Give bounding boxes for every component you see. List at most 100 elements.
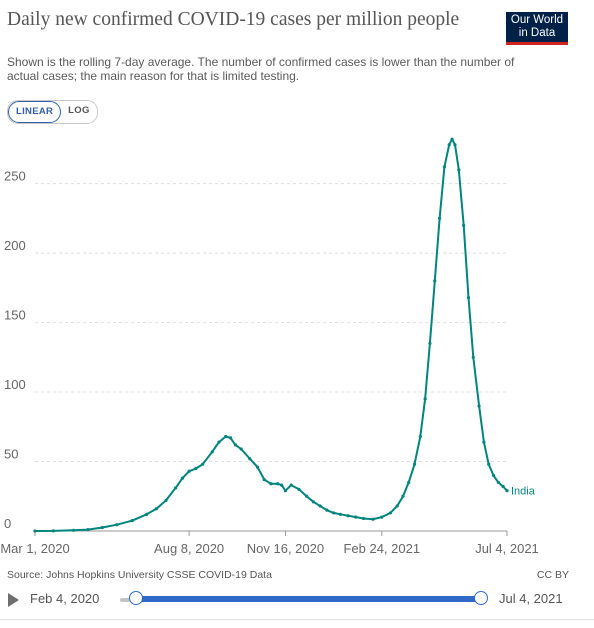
data-point[interactable] [51,529,55,533]
x-tick-label: Jul 4, 2021 [475,541,539,556]
y-tick-label: 250 [4,169,26,184]
scale-toggle: LINEAR LOG [7,100,98,124]
timeline-track-inactive[interactable] [120,598,136,602]
tab-strip [0,619,594,628]
data-point[interactable] [428,341,432,346]
data-point[interactable] [361,516,366,521]
data-point[interactable] [401,494,405,498]
data-point[interactable] [297,487,301,491]
data-point[interactable] [33,529,37,533]
data-point[interactable] [86,528,90,532]
y-tick-label: 100 [4,377,26,392]
data-point[interactable] [437,216,442,220]
data-point[interactable] [100,525,105,530]
data-point[interactable] [487,462,491,466]
data-point[interactable] [174,486,178,490]
timeline-slider: Feb 4, 2020 Jul 4, 2021 [0,588,594,612]
data-point[interactable] [388,511,393,515]
data-point[interactable] [255,465,260,469]
data-point[interactable] [371,517,375,521]
data-point[interactable] [262,477,266,482]
data-point[interactable] [501,484,505,489]
x-tick-label: Mar 1, 2020 [0,541,69,556]
log-scale-button[interactable]: LOG [68,105,90,116]
data-point[interactable] [224,434,228,439]
data-point[interactable] [305,494,309,498]
data-point[interactable] [418,434,422,439]
data-point[interactable] [164,498,168,503]
data-point[interactable] [276,482,280,486]
linear-scale-button[interactable]: LINEAR [8,101,62,123]
data-point[interactable] [71,528,76,532]
data-point[interactable] [217,440,221,444]
data-point[interactable] [412,462,417,466]
data-point[interactable] [279,483,284,487]
y-tick-label: 50 [4,447,18,462]
data-point[interactable] [187,469,191,473]
data-point[interactable] [477,404,481,408]
chart-subtitle: Shown is the rolling 7-day average. The … [7,55,515,83]
data-point[interactable] [380,515,384,519]
data-point[interactable] [395,504,399,508]
data-point[interactable] [283,489,288,493]
chart-title: Daily new confirmed COVID-19 cases per m… [7,9,460,30]
chart-footer: Source: Johns Hopkins University CSSE CO… [7,569,569,581]
data-point[interactable] [201,462,205,466]
gridlines [35,183,507,532]
data-point[interactable] [210,450,214,454]
data-point[interactable] [442,165,446,169]
x-tick-label: Nov 16, 2020 [247,541,324,556]
data-point[interactable] [462,223,466,227]
data-point[interactable] [338,512,342,516]
data-point[interactable] [423,397,427,401]
data-point[interactable] [318,504,322,508]
data-point[interactable] [145,512,149,516]
play-icon[interactable] [8,593,19,607]
owid-logo[interactable]: Our World in Data [506,12,568,45]
source-note[interactable]: Source: Johns Hopkins University CSSE CO… [7,569,272,581]
data-point[interactable] [115,523,119,527]
timeline-start-handle[interactable] [129,591,143,605]
line-chart: 0 50 100 150 200 250 Mar 1, 2020 Aug 8, 2020 No… [0,137,539,556]
data-point[interactable] [194,466,198,471]
data-point[interactable] [505,489,509,493]
series-label[interactable]: India [511,486,536,498]
data-point[interactable] [471,355,475,359]
data-point[interactable] [130,518,134,523]
timeline-end-handle[interactable] [474,591,488,605]
y-tick-label: 150 [4,308,26,323]
data-point[interactable] [228,436,233,440]
data-point[interactable] [248,457,252,461]
data-point[interactable] [450,137,454,141]
data-point[interactable] [233,443,237,447]
timeline-start-label: Feb 4, 2020 [30,591,100,606]
x-axis-ticks: Mar 1, 2020 Aug 8, 2020 Nov 16, 2020 Feb 24… [0,531,539,556]
timeline-end-label: Jul 4, 2021 [499,591,563,606]
data-point[interactable] [433,279,437,283]
data-point[interactable] [453,143,457,147]
timeline-track-selected[interactable] [136,596,482,602]
data-point[interactable] [332,511,336,515]
data-point[interactable] [269,482,273,486]
x-tick-label: Feb 24, 2021 [343,541,420,556]
data-point[interactable] [482,440,486,444]
data-point[interactable] [354,515,358,519]
series-group: India [33,137,536,533]
data-point[interactable] [346,514,350,518]
data-point[interactable] [491,473,496,478]
y-tick-label: 0 [4,516,11,531]
data-point[interactable] [311,500,315,504]
data-point[interactable] [466,295,471,300]
license-link[interactable]: CC BY [536,569,569,581]
data-point[interactable] [180,476,184,480]
data-point[interactable] [496,480,500,484]
data-point[interactable] [289,483,293,487]
data-point[interactable] [239,447,243,451]
data-point[interactable] [325,508,329,512]
x-tick-label: Aug 8, 2020 [154,541,224,556]
data-point[interactable] [407,480,411,484]
data-point[interactable] [457,168,461,172]
series-line[interactable] [34,138,508,532]
data-point[interactable] [447,143,451,147]
data-point[interactable] [154,507,158,511]
